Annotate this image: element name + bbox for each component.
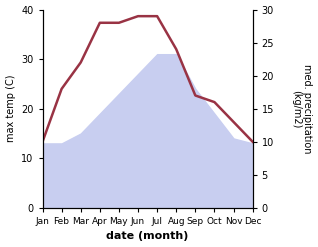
Y-axis label: max temp (C): max temp (C)	[5, 75, 16, 143]
Y-axis label: med. precipitation
(kg/m2): med. precipitation (kg/m2)	[291, 64, 313, 153]
X-axis label: date (month): date (month)	[107, 231, 189, 242]
